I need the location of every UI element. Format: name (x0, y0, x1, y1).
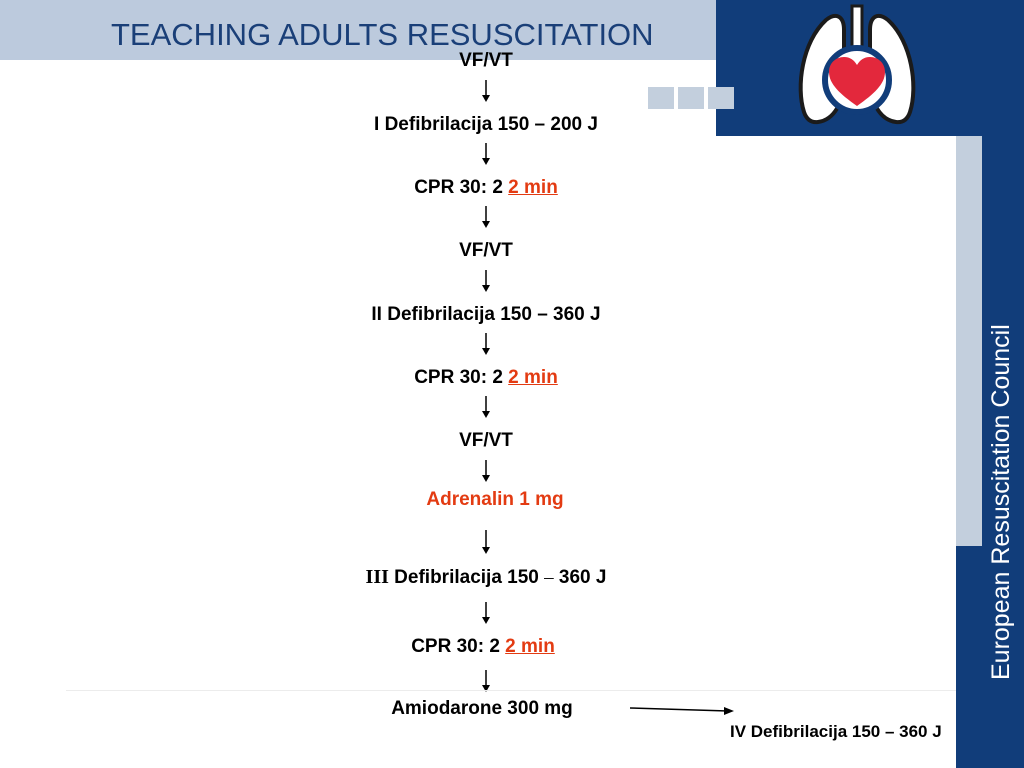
title-band (0, 0, 716, 60)
arrow-down-icon (482, 460, 490, 482)
step-defibrillation-2: II Defibrilacija 150 – 360 J (371, 304, 601, 325)
roman-numeral: III (365, 566, 389, 588)
decor-square (678, 87, 704, 109)
step-rhythm-2: VF/VT (459, 240, 513, 261)
slide-title: TEACHING ADULTS RESUSCITATION (111, 17, 654, 52)
arrow-right-icon (630, 707, 734, 715)
step-cpr-1: CPR 30: 2 2 min (266, 177, 706, 199)
cpr-text: CPR 30: 2 (414, 367, 509, 388)
arrow-down-icon (482, 602, 490, 624)
cpr-duration: 2 min (505, 636, 555, 657)
divider (66, 690, 956, 691)
step-defibrillation-4: IV Defibrilacija 150 – 360 J (730, 722, 942, 741)
cpr-text: CPR 30: 2 (414, 177, 509, 198)
arrow-down-icon (482, 396, 490, 418)
side-bar-accent (956, 136, 982, 546)
arrow-down-icon (482, 206, 490, 228)
decor-square (708, 87, 734, 109)
step-rhythm-3: VF/VT (459, 430, 513, 451)
cpr-text: CPR 30: 2 (411, 636, 506, 657)
defib-energy: 360 J (553, 567, 607, 588)
lungs-heart-logo-icon (798, 4, 916, 125)
arrow-down-icon (482, 270, 490, 292)
dash: – (544, 567, 554, 588)
step-defibrillation-3: III Defibrilacija 150 – 360 J (266, 566, 706, 589)
logo-panel (648, 0, 1024, 136)
arrow-down-icon (482, 143, 490, 165)
step-adrenaline: Adrenalin 1 mg (426, 489, 564, 510)
step-amiodarone: Amiodarone 300 mg (391, 698, 573, 719)
step-cpr-3: CPR 30: 2 2 min (263, 636, 703, 658)
arrow-down-icon (482, 80, 490, 102)
arrow-down-icon (482, 333, 490, 355)
decor-square (648, 87, 674, 109)
step-rhythm-1: VF/VT (459, 50, 513, 71)
cpr-duration: 2 min (508, 177, 558, 198)
cpr-duration: 2 min (508, 367, 558, 388)
arrow-down-icon (482, 530, 490, 554)
step-defibrillation-1: I Defibrilacija 150 – 200 J (374, 114, 598, 135)
arrow-down-icon (482, 670, 490, 692)
step-cpr-2: CPR 30: 2 2 min (266, 367, 706, 389)
organization-name: European Resuscitation Council (987, 324, 1015, 680)
defib-text: Defibrilacija 150 (388, 567, 545, 588)
